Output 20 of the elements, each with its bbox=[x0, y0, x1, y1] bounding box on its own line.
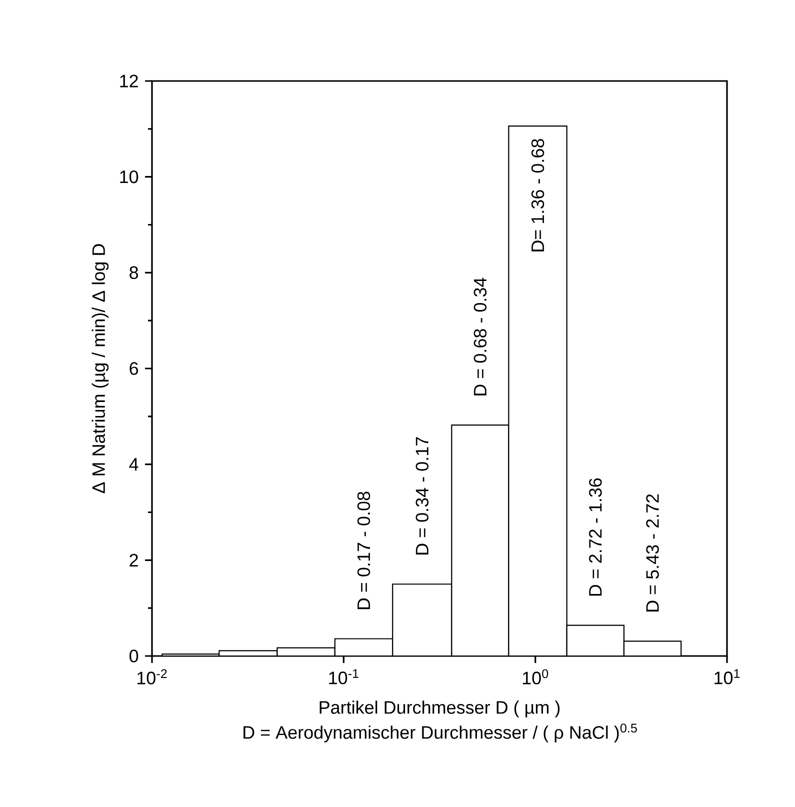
y-tick-label: 4 bbox=[129, 458, 138, 471]
annotation: D = 2.72 - 1.36 bbox=[589, 478, 602, 596]
y-tick-label: 0 bbox=[130, 650, 138, 662]
annotation: D = 0.17 - 0.08 bbox=[357, 492, 370, 610]
annotation: D= 1.36 - 0.68 bbox=[531, 139, 544, 252]
y-tick-label: 12 bbox=[120, 74, 138, 88]
annotation: D = 5.43 - 2.72 bbox=[646, 494, 659, 612]
x-tick-label: 10$^{-1}$ bbox=[329, 669, 358, 684]
x-tick-label: 10$^{0}$ bbox=[522, 669, 548, 684]
y-axis-title: Δ M Natrium (µg / min)/ Δ log D bbox=[92, 244, 109, 494]
x-tick-label: 10$^{-2}$ bbox=[138, 669, 167, 684]
x-axis-title: Partikel Durchmesser D ( µm ) bbox=[320, 700, 560, 718]
x-tick-label: 10$^{1}$ bbox=[714, 669, 740, 684]
annotation: D = 0.68 - 0.34 bbox=[474, 278, 487, 396]
y-tick-label: 2 bbox=[130, 554, 138, 566]
y-tick-label: 10 bbox=[120, 170, 138, 184]
y-tick-label: 8 bbox=[130, 266, 138, 280]
y-tick-label: 6 bbox=[130, 362, 138, 375]
annotation: D = 0.34 - 0.17 bbox=[416, 437, 428, 554]
text: D = Aerodynamischer Durchmesser / ( ρ NaCl )$^{0.5}$ bbox=[244, 724, 637, 742]
